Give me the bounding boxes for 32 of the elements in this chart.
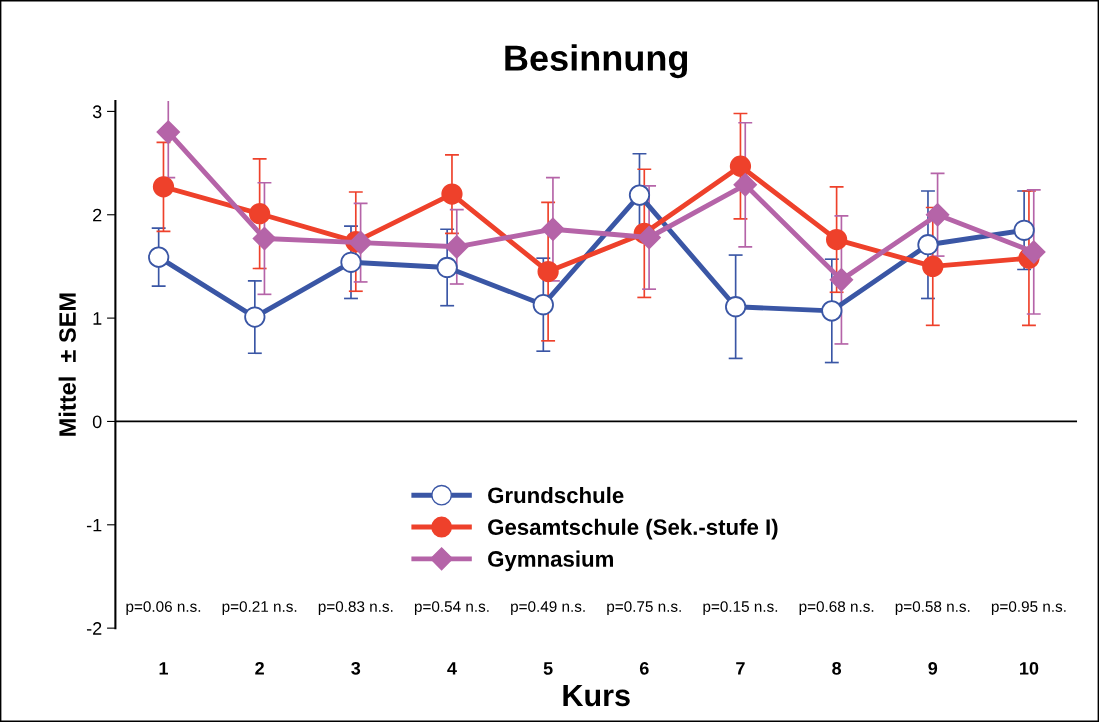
x-axis-title: Kurs (563, 684, 630, 707)
x-tick-label: 8 (832, 661, 842, 675)
legend-label: Gymnasium (488, 550, 613, 572)
annotation: p=0.21 n.s. (222, 601, 297, 615)
x-tick-label: 7 (736, 662, 745, 675)
x-tick-label: 10 (1020, 661, 1039, 675)
annotation: p=0.58 n.s. (895, 601, 970, 615)
x-tick-label: 2 (255, 661, 264, 675)
y-tick-label: 3 (92, 105, 102, 119)
annotation: p=0.95 n.s. (991, 601, 1066, 615)
legend-label: Gesamtschule (Sek.-stufe I) (488, 518, 778, 540)
y-axis-title: Mittel ± SEM (58, 293, 76, 436)
x-tick-label: 1 (159, 662, 168, 675)
annotation: p=0.49 n.s. (511, 601, 585, 615)
y-tick-label: 2 (93, 208, 102, 222)
annotation: p=0.15 n.s. (703, 601, 778, 615)
x-tick-label: 9 (928, 661, 938, 675)
annotation: p=0.83 n.s. (318, 601, 393, 615)
legend-label: Grundschule (488, 486, 624, 504)
y-tick-label: -2 (86, 622, 102, 635)
x-tick-label: 4 (447, 662, 457, 675)
x-tick-label: 3 (351, 661, 361, 675)
x-tick-label: 6 (639, 661, 649, 675)
annotation: p=0.75 n.s. (607, 601, 681, 615)
chart-title: Besinnung (505, 44, 688, 79)
annotation: p=0.06 n.s. (126, 601, 201, 615)
annotation: p=0.54 n.s. (414, 601, 489, 615)
annotation: p=0.68 n.s. (799, 601, 874, 615)
y-tick-label: -1 (86, 518, 102, 532)
y-tick-label: 1 (93, 312, 102, 325)
y-tick-label: 0 (92, 415, 102, 429)
x-tick-label: 5 (543, 662, 553, 675)
